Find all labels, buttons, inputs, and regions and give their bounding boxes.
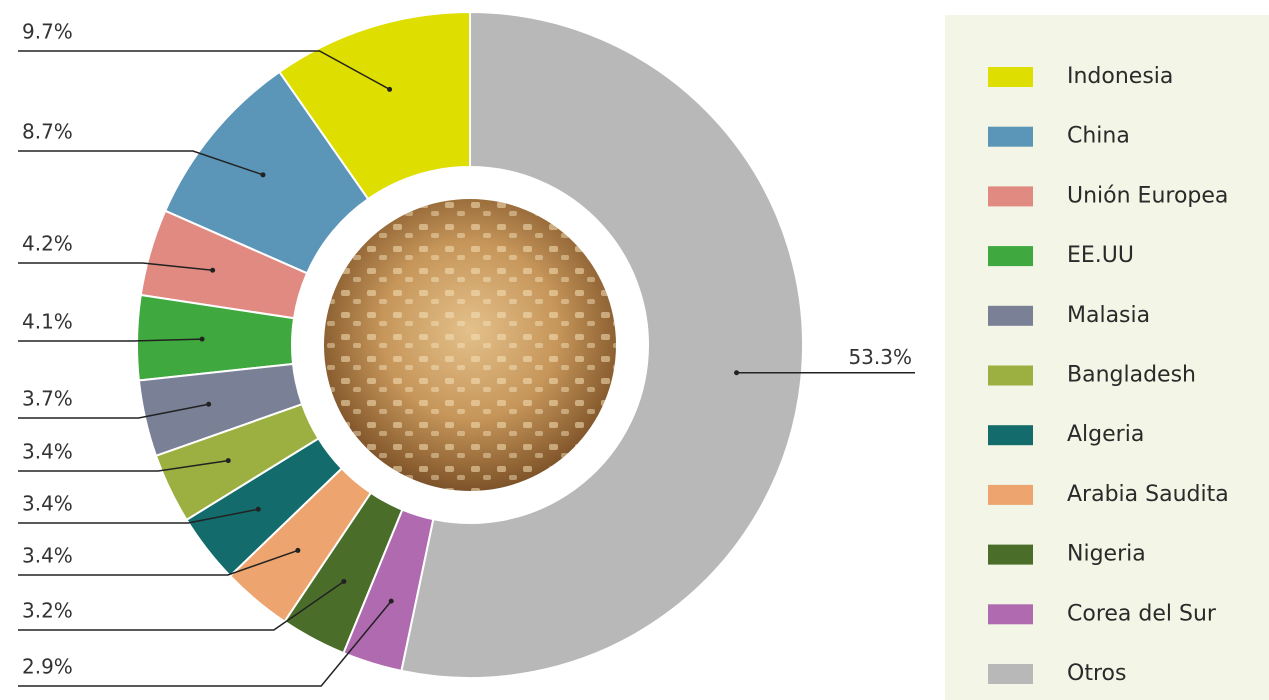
leader-dot xyxy=(260,172,266,178)
legend-label: Otros xyxy=(1067,661,1126,686)
leader-dot xyxy=(341,578,347,584)
leader-dot xyxy=(387,86,393,92)
value-label: 3.7% xyxy=(22,387,73,411)
legend-swatch xyxy=(988,67,1033,87)
value-label: 8.7% xyxy=(22,120,73,144)
legend-swatch xyxy=(988,425,1033,446)
legend-label: Algeria xyxy=(1067,422,1144,447)
value-label: 3.2% xyxy=(22,599,73,623)
legend-swatch xyxy=(988,604,1033,625)
value-label: 3.4% xyxy=(22,440,73,464)
leader-line xyxy=(18,50,390,91)
legend-swatch xyxy=(988,126,1033,147)
leader-dot xyxy=(199,336,205,342)
legend-panel xyxy=(945,15,1269,700)
center-image-texture xyxy=(324,199,616,491)
value-label: 9.7% xyxy=(22,20,73,44)
value-label: 3.4% xyxy=(22,544,73,568)
leader-dot xyxy=(255,506,261,512)
legend-label: Indonesia xyxy=(1067,64,1173,89)
legend-swatch xyxy=(988,246,1033,267)
leader-line xyxy=(18,459,229,472)
value-label: 3.4% xyxy=(22,492,73,516)
value-label: 2.9% xyxy=(22,655,73,679)
legend-label: Arabia Saudita xyxy=(1067,482,1229,507)
leader-line xyxy=(18,580,345,631)
legend-swatch xyxy=(988,365,1033,386)
leader-line xyxy=(18,262,213,271)
leader-line xyxy=(18,150,264,176)
legend-label: EE.UU xyxy=(1067,243,1134,268)
legend-label: Unión Europea xyxy=(1067,183,1228,208)
leader-dot xyxy=(734,370,740,376)
legend-swatch xyxy=(988,484,1033,505)
leader-line xyxy=(18,508,259,524)
legend-label: Bangladesh xyxy=(1067,363,1196,388)
leader-dot xyxy=(210,267,216,273)
legend-label: Nigeria xyxy=(1067,542,1146,567)
legend-swatch xyxy=(988,186,1033,207)
leader-dot xyxy=(225,458,231,464)
leader-dot xyxy=(295,547,301,553)
leader-dot xyxy=(388,598,394,604)
leader-line xyxy=(18,338,203,342)
legend-swatch xyxy=(988,664,1033,684)
legend-label: Corea del Sur xyxy=(1067,601,1217,626)
value-label: 4.1% xyxy=(22,310,73,334)
leader-dot xyxy=(206,401,212,407)
value-label: 53.3% xyxy=(848,345,912,369)
leader-line xyxy=(18,403,209,419)
legend-label: Malasia xyxy=(1067,303,1150,328)
value-label: 4.2% xyxy=(22,232,73,256)
donut xyxy=(136,10,804,679)
legend-swatch xyxy=(988,544,1033,565)
leader-line xyxy=(18,600,392,687)
legend-label: China xyxy=(1067,124,1130,149)
leader-line xyxy=(18,549,299,576)
legend-swatch xyxy=(988,305,1033,326)
